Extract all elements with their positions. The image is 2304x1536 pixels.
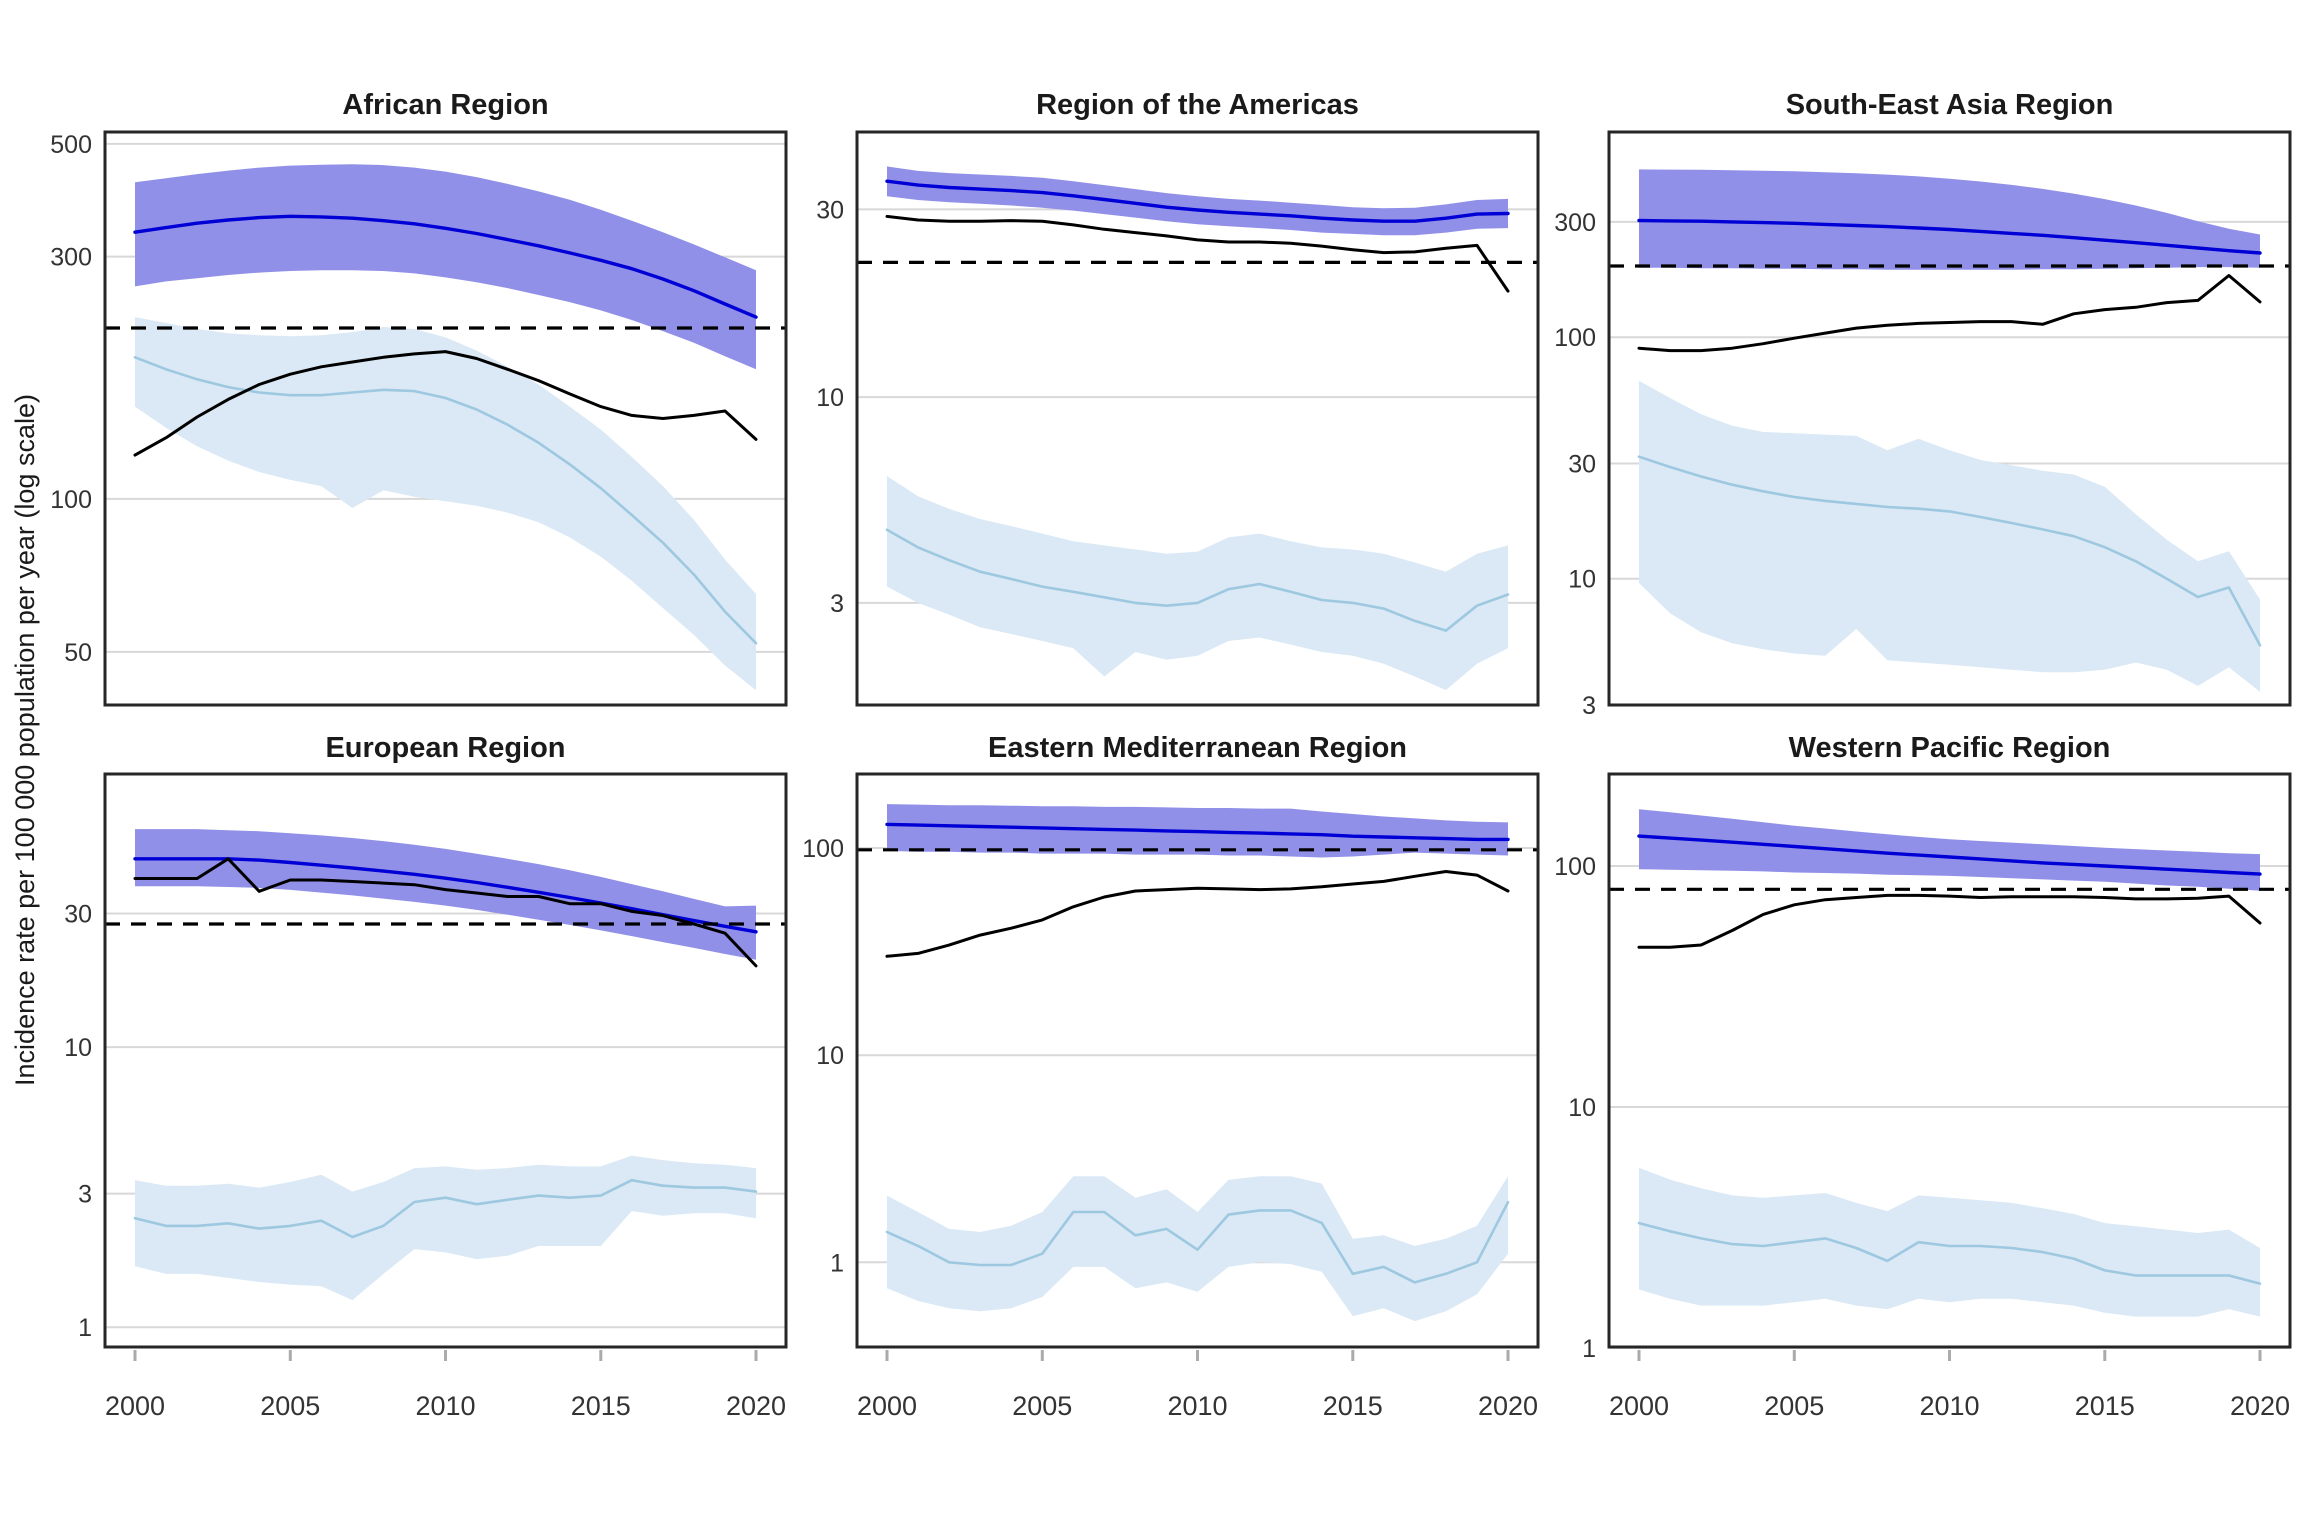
y-tick-label: 30	[1568, 451, 1596, 479]
panel-african-region: 500 300 100 50 African Region	[50, 89, 788, 707]
y-tick-label: 1	[78, 1314, 92, 1342]
blue-estimate-line	[885, 179, 1510, 223]
x-tick-label: 2015	[571, 1391, 631, 1421]
black-line	[133, 857, 758, 968]
y-tick-label: 100	[1554, 324, 1596, 352]
x-tick-label: 2005	[260, 1391, 320, 1421]
y-tick-label: 10	[816, 1042, 844, 1070]
blue-estimate-line	[1637, 218, 2262, 255]
panel-title: Western Pacific Region	[1789, 732, 2111, 764]
black-line	[1637, 893, 2262, 949]
light-blue-line	[1637, 1221, 2262, 1285]
y-tick-label: 10	[816, 384, 844, 412]
y-tick-label: 10	[1568, 566, 1596, 594]
panel-title: European Region	[325, 732, 565, 764]
y-tick-label: 100	[1554, 853, 1596, 881]
blue-ribbon	[887, 166, 1508, 236]
x-tick-label: 2000	[105, 1391, 165, 1421]
x-tick-label: 2000	[857, 1391, 917, 1421]
y-tick-label: 100	[802, 835, 844, 863]
y-tick-label: 3	[78, 1181, 92, 1209]
black-line	[885, 870, 1510, 958]
light-blue-line	[885, 528, 1510, 632]
y-tick-label: 500	[50, 131, 92, 159]
y-tick-label: 10	[1568, 1094, 1596, 1122]
panel-south-east-asia-region: 300 100 30 10 3 South-East Asia Region	[1554, 89, 2292, 720]
x-tick-label: 2020	[726, 1391, 786, 1421]
y-tick-label: 3	[830, 590, 844, 618]
x-tick-label: 2010	[415, 1391, 475, 1421]
y-tick-label: 30	[64, 901, 92, 929]
panel-border	[1607, 130, 2292, 707]
light-blue-line	[885, 1200, 1510, 1284]
panel-title: African Region	[342, 89, 548, 121]
x-tick-label: 2005	[1012, 1391, 1072, 1421]
light-blue-ribbon	[887, 476, 1508, 691]
light-blue-line	[133, 355, 758, 645]
y-tick-label: 1	[1582, 1335, 1596, 1363]
x-tick-label: 2010	[1919, 1391, 1979, 1421]
black-line	[133, 350, 758, 457]
x-tick-label: 2015	[1323, 1391, 1383, 1421]
y-tick-label: 3	[1582, 692, 1596, 720]
light-blue-line	[133, 1178, 758, 1239]
panel-border	[855, 772, 1540, 1349]
blue-ribbon	[1639, 809, 2260, 891]
y-tick-label: 30	[816, 196, 844, 224]
y-tick-label: 50	[64, 639, 92, 667]
panel-title: Region of the Americas	[1036, 89, 1359, 121]
panel-border	[1607, 772, 2292, 1349]
panel-western-pacific-region: 100 10 1 2000 2005 2010 2015 2020 Western Pacifi…	[1554, 732, 2292, 1421]
panel-eastern-mediterranean-region: 100 10 1 2000 2005 2010 2015 2020 Eastern Medite…	[802, 732, 1540, 1421]
blue-ribbon	[1639, 169, 2260, 270]
y-tick-label: 10	[64, 1034, 92, 1062]
light-blue-ribbon	[1639, 1167, 2260, 1317]
x-tick-label: 2000	[1609, 1391, 1669, 1421]
light-blue-line	[1637, 455, 2262, 647]
panel-border	[103, 772, 788, 1349]
light-blue-ribbon	[135, 317, 756, 691]
panel-border	[103, 130, 788, 707]
x-tick-label: 2020	[1478, 1391, 1538, 1421]
x-tick-label: 2010	[1167, 1391, 1227, 1421]
y-tick-label: 100	[50, 486, 92, 514]
x-tick-label: 2020	[2230, 1391, 2290, 1421]
y-tick-label: 1	[830, 1249, 844, 1277]
panel-title: South-East Asia Region	[1786, 89, 2114, 121]
panel-title: Eastern Mediterranean Region	[988, 732, 1407, 764]
y-tick-label: 300	[1554, 209, 1596, 237]
panel-region-of-the-americas: 30 10 3 Region of the Americas	[816, 89, 1540, 707]
black-line	[1637, 274, 2262, 353]
light-blue-ribbon	[1639, 380, 2260, 692]
blue-estimate-line	[885, 822, 1510, 842]
black-line	[885, 214, 1510, 293]
y-axis-title: Incidence rate per 100 000 population pe…	[10, 394, 40, 1086]
light-blue-ribbon	[135, 1155, 756, 1301]
y-tick-label: 300	[50, 244, 92, 272]
panel-border	[855, 130, 1540, 707]
blue-estimate-line	[133, 214, 758, 319]
blue-estimate-line	[1637, 834, 2262, 876]
panel-european-region: 30 10 3 1 2000 2005 2010 2015 2020 European Regio…	[64, 732, 788, 1421]
x-tick-label: 2005	[1764, 1391, 1824, 1421]
x-tick-label: 2015	[2075, 1391, 2135, 1421]
